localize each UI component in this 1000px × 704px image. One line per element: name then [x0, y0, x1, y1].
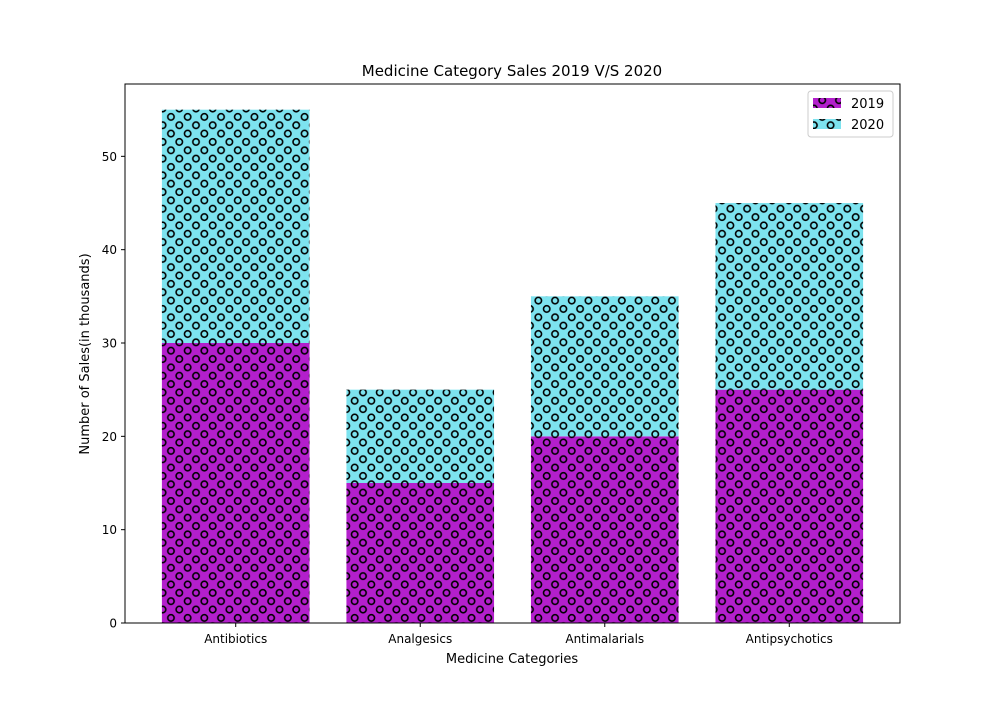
x-axis: Antibiotics Analgesics Antimalarials Antips…: [204, 623, 833, 646]
legend-label-2019: 2019: [851, 97, 884, 112]
x-tick-label: Analgesics: [388, 632, 452, 646]
y-tick-label: 0: [109, 617, 117, 631]
x-tick-label: Antimalarials: [565, 632, 644, 646]
y-tick-label: 50: [102, 150, 117, 164]
x-tick-label: Antipsychotics: [746, 632, 833, 646]
plot-frame: [124, 83, 901, 624]
bar-hatch-2019-antibiotics: [161, 343, 310, 623]
bar-hatch-2020-antibiotics: [161, 109, 310, 344]
y-axis-label: Number of Sales(in thousands): [78, 253, 93, 454]
bars-group: [161, 109, 864, 623]
legend-swatch-hatch-2019: [813, 98, 841, 108]
y-axis: 0 10 20 30 40 50: [102, 150, 125, 631]
bar-hatch-2020-antimalarials: [530, 296, 679, 437]
legend-swatch-hatch-2020: [813, 119, 841, 129]
y-tick-label: 30: [102, 337, 117, 351]
y-tick-label: 40: [102, 243, 117, 257]
bar-hatch-2019-antipsychotics: [715, 389, 864, 623]
legend-label-2020: 2020: [851, 118, 884, 133]
x-axis-label: Medicine Categories: [446, 652, 579, 667]
bar-hatch-2019-analgesics: [346, 483, 495, 623]
y-tick-label: 20: [102, 430, 117, 444]
bar-hatch-2020-analgesics: [346, 389, 495, 483]
legend: 2019 2020: [807, 90, 894, 138]
y-tick-label: 10: [102, 523, 117, 537]
bar-hatch-2019-antimalarials: [530, 436, 679, 623]
bar-hatch-2020-antipsychotics: [715, 203, 864, 390]
chart-title: Medicine Category Sales 2019 V/S 2020: [362, 62, 662, 80]
x-tick-label: Antibiotics: [204, 632, 267, 646]
